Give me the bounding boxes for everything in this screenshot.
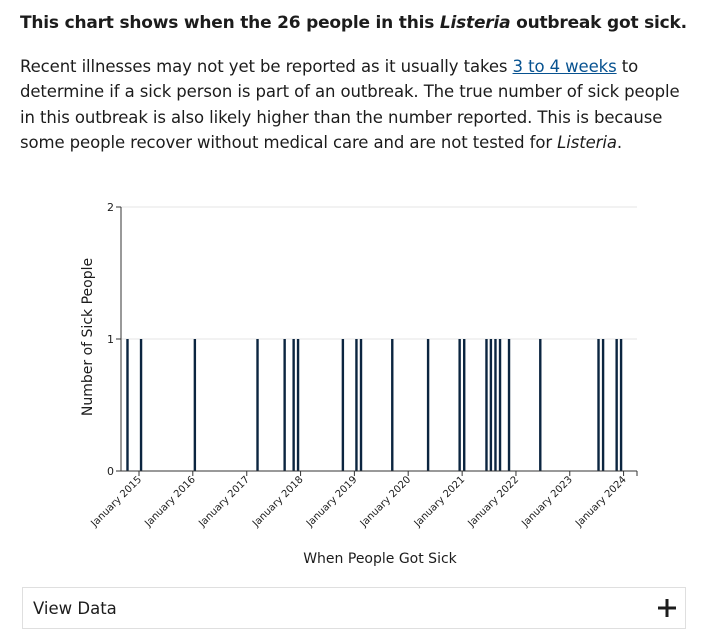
intro-text-3: .	[616, 132, 623, 152]
heading-text-before: This chart shows when the 26 people in t…	[20, 13, 440, 33]
bar-15	[489, 339, 493, 471]
bar-22	[615, 339, 618, 471]
x-tick-label-7: January 2022	[466, 474, 522, 530]
chart-heading: This chart shows when the 26 people in t…	[20, 11, 690, 35]
bar-12	[458, 339, 461, 471]
y-axis-title: Number of Sick People	[80, 258, 96, 416]
bar-21	[601, 339, 605, 471]
bar-14	[485, 339, 488, 471]
y-tick-label-0: 0	[107, 465, 114, 478]
heading-pathogen-italic: Listeria	[439, 13, 511, 33]
x-tick-label-6: January 2021	[412, 474, 468, 530]
x-tick-label-8: January 2023	[519, 474, 575, 530]
bar-3	[256, 339, 259, 471]
intro-text-2: to determine if a sick person is part of…	[20, 57, 680, 152]
bar-8	[355, 339, 358, 471]
x-tick-label-3: January 2018	[250, 474, 306, 530]
bar-16	[494, 339, 497, 471]
x-tick-label-5: January 2020	[358, 474, 414, 530]
bar-9	[359, 339, 363, 471]
bar-7	[341, 339, 345, 471]
bar-13	[463, 339, 466, 471]
bar-11	[426, 339, 430, 471]
x-tick-label-0: January 2015	[89, 474, 145, 530]
plus-icon[interactable]	[658, 599, 676, 617]
intro-pathogen-italic: Listeria	[557, 132, 617, 152]
bar-6	[296, 339, 300, 471]
bar-23	[619, 339, 623, 471]
bar-17	[498, 339, 502, 471]
intro-paragraph: Recent illnesses may not yet be reported…	[20, 54, 688, 155]
view-data-accordion[interactable]: View Data	[22, 587, 686, 629]
x-axis-title: When People Got Sick	[303, 551, 457, 567]
reporting-timeline-link[interactable]: 3 to 4 weeks	[512, 57, 617, 76]
bar-1	[139, 339, 143, 471]
heading-text-after: outbreak got sick.	[510, 13, 687, 33]
bar-10	[391, 339, 394, 471]
bar-18	[507, 339, 511, 471]
bar-20	[597, 339, 600, 471]
bar-5	[292, 339, 295, 471]
x-tick-label-2: January 2017	[196, 474, 252, 530]
view-data-label: View Data	[33, 599, 117, 618]
epi-curve-chart: 0 1 2 January 2015 January 2016 January 2017 J…	[0, 160, 701, 580]
x-tick-label-1: January 2016	[142, 474, 198, 530]
x-tick-label-4: January 2019	[304, 474, 360, 530]
y-tick-label-2: 2	[107, 201, 114, 214]
y-tick-label-1: 1	[107, 333, 114, 346]
bar-2	[193, 339, 197, 471]
bar-4	[283, 339, 286, 471]
bar-19	[539, 339, 542, 471]
bar-0	[126, 339, 129, 471]
intro-text-1: Recent illnesses may not yet be reported…	[20, 57, 513, 76]
x-tick-label-9: January 2024	[573, 474, 629, 530]
